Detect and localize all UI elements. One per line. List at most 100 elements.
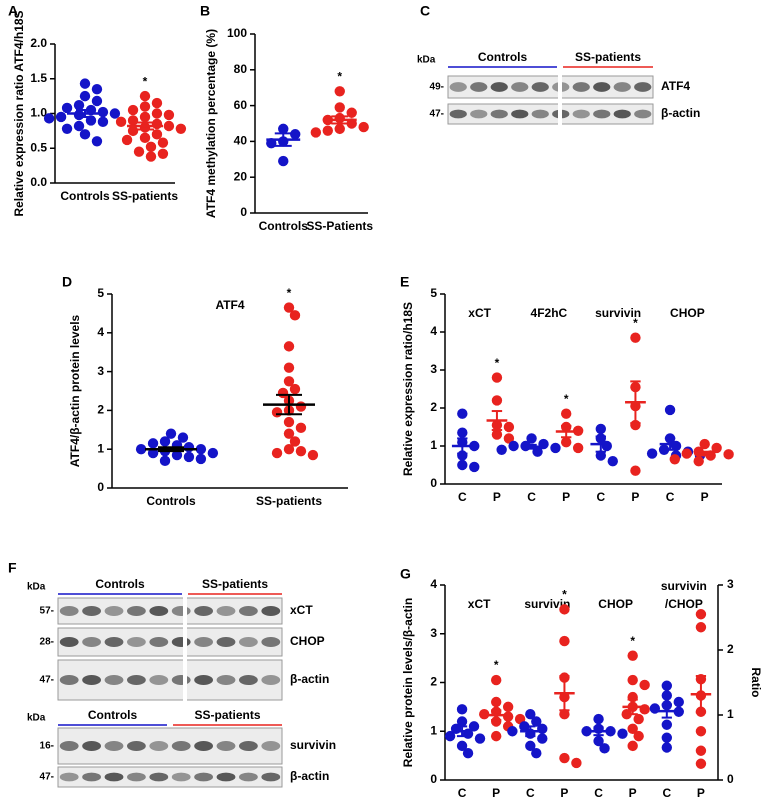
y-tick-label: 2 [97, 403, 104, 417]
panel-label: A [8, 3, 18, 19]
data-point [133, 146, 145, 157]
band [613, 82, 631, 92]
data-point [207, 447, 219, 459]
data-point [695, 726, 707, 737]
x-tick-label: Controls [259, 219, 309, 233]
data-point [695, 745, 707, 756]
band [238, 637, 258, 647]
significance: * [562, 588, 567, 602]
y-tick-label: 1 [430, 723, 437, 737]
data-point [97, 106, 109, 118]
band [449, 82, 467, 92]
data-point [695, 758, 707, 769]
group-label: xCT [468, 597, 491, 611]
data-point [456, 704, 468, 715]
y-axis-label: ATF4 methylation percentage (%) [204, 29, 218, 218]
data-point [145, 141, 157, 153]
group-name: Controls [88, 708, 138, 722]
band [238, 772, 258, 782]
data-point [559, 752, 570, 764]
data-point [457, 427, 468, 438]
data-point [278, 155, 289, 167]
group-label: survivin [595, 306, 641, 320]
data-point [673, 696, 684, 708]
data-point [490, 730, 502, 742]
data-point [607, 456, 618, 467]
y2-axis-label: Ratio [749, 668, 763, 698]
data-point [633, 730, 644, 742]
data-point [593, 735, 604, 747]
data-point [73, 120, 85, 132]
group-name: SS-patients [575, 50, 641, 64]
group-label: /CHOP [665, 597, 703, 611]
y-axis-label: Relative expression ratio ATF4/h18S [12, 10, 26, 216]
data-point [79, 129, 91, 140]
significance: * [564, 392, 569, 406]
unit-label: kDa [417, 55, 436, 66]
blot-gap [558, 75, 562, 99]
data-point [127, 115, 139, 126]
band [59, 772, 79, 782]
band [171, 675, 191, 685]
kda-marker: 47- [40, 675, 54, 686]
unit-label: kDa [27, 713, 46, 724]
data-point [693, 456, 704, 467]
data-point [572, 425, 584, 436]
data-point [91, 95, 103, 107]
group-label: survivin [661, 579, 707, 593]
blot-gap [183, 597, 187, 625]
protein-label: xCT [290, 603, 313, 617]
data-point [278, 123, 289, 135]
data-point [109, 108, 121, 119]
kda-marker: 49- [430, 82, 444, 93]
y-axis-label: ATF4/β-actin protein levels [68, 314, 82, 467]
data-point [157, 137, 169, 148]
data-point [633, 713, 644, 725]
data-point [159, 455, 171, 467]
data-point [502, 711, 514, 722]
group-label: survivin [524, 597, 570, 611]
y-axis-label: Relative protein levels/β-actin [401, 598, 415, 767]
data-point [91, 83, 103, 95]
data-point [581, 726, 592, 737]
data-point [79, 78, 91, 89]
data-point [646, 448, 658, 459]
band [59, 741, 79, 751]
group-name: Controls [95, 577, 145, 591]
band [82, 741, 102, 751]
y-tick-label: 0 [430, 772, 437, 786]
band [149, 675, 169, 685]
x-tick-label: P [701, 490, 709, 504]
x-tick-label: C [458, 490, 467, 504]
data-point [658, 444, 670, 455]
blot-strip [447, 103, 654, 125]
data-point [491, 429, 503, 440]
kda-marker: 57- [40, 606, 54, 617]
y-tick-label: 3 [430, 626, 437, 640]
group-label: 4F2hC [531, 306, 568, 320]
y-tick-label: 0.5 [30, 140, 47, 154]
data-point [661, 719, 673, 730]
significance: * [630, 634, 635, 648]
x-tick-label: Controls [60, 189, 110, 203]
data-point [283, 341, 295, 352]
data-point [661, 742, 673, 753]
blot-gap [183, 659, 187, 701]
chart-title: ATF4 [215, 298, 244, 312]
band [194, 741, 214, 751]
band [194, 606, 214, 616]
band [238, 675, 258, 685]
data-point [283, 416, 295, 428]
y-tick-label: 4 [430, 577, 437, 591]
y-tick-label: 1 [430, 438, 437, 452]
data-point [73, 99, 85, 111]
data-point [490, 716, 502, 727]
data-point [195, 444, 207, 455]
kda-marker: 47- [40, 772, 54, 783]
protein-label: survivin [290, 738, 336, 752]
data-point [334, 102, 345, 113]
band [261, 741, 281, 751]
band [82, 606, 102, 616]
band [104, 772, 124, 782]
band [216, 606, 236, 616]
